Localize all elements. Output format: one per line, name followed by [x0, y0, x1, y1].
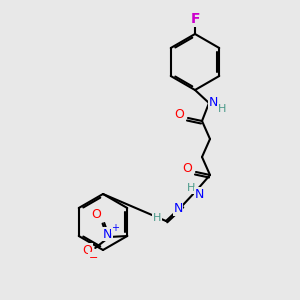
Text: N: N: [194, 188, 204, 200]
Text: O: O: [82, 244, 92, 256]
Text: H: H: [187, 183, 195, 193]
Text: H: H: [153, 213, 161, 223]
Text: O: O: [91, 208, 101, 221]
Text: F: F: [190, 12, 200, 26]
Text: −: −: [88, 253, 98, 263]
Text: N: N: [208, 97, 218, 110]
Text: +: +: [111, 223, 119, 233]
Text: O: O: [182, 163, 192, 176]
Text: N: N: [103, 227, 112, 241]
Text: N: N: [173, 202, 183, 215]
Text: H: H: [218, 104, 226, 114]
Text: O: O: [174, 109, 184, 122]
